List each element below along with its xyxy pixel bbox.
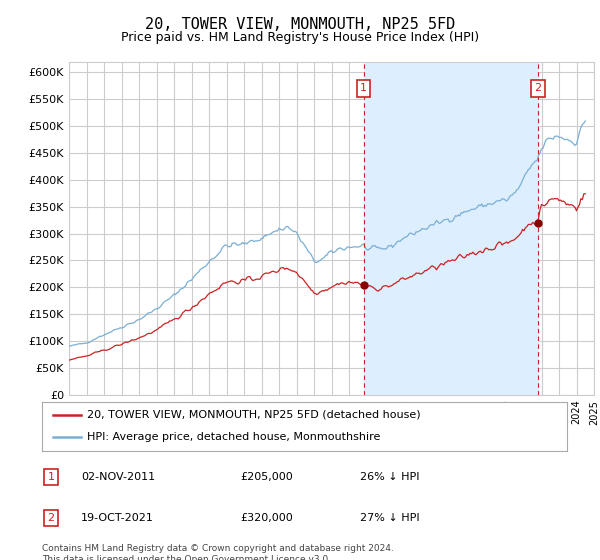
Text: 1: 1	[360, 83, 367, 94]
Text: Price paid vs. HM Land Registry's House Price Index (HPI): Price paid vs. HM Land Registry's House …	[121, 31, 479, 44]
Text: 1: 1	[47, 472, 55, 482]
Text: Contains HM Land Registry data © Crown copyright and database right 2024.
This d: Contains HM Land Registry data © Crown c…	[42, 544, 394, 560]
Bar	[364, 62, 538, 395]
Text: 20, TOWER VIEW, MONMOUTH, NP25 5FD: 20, TOWER VIEW, MONMOUTH, NP25 5FD	[145, 17, 455, 32]
Text: 26% ↓ HPI: 26% ↓ HPI	[360, 472, 419, 482]
Text: HPI: Average price, detached house, Monmouthshire: HPI: Average price, detached house, Monm…	[86, 432, 380, 442]
Text: 20, TOWER VIEW, MONMOUTH, NP25 5FD (detached house): 20, TOWER VIEW, MONMOUTH, NP25 5FD (deta…	[86, 410, 420, 420]
Text: 2: 2	[47, 513, 55, 523]
Text: £320,000: £320,000	[240, 513, 293, 523]
Text: 27% ↓ HPI: 27% ↓ HPI	[360, 513, 419, 523]
Text: 02-NOV-2011: 02-NOV-2011	[81, 472, 155, 482]
Text: 2: 2	[534, 83, 541, 94]
Text: 19-OCT-2021: 19-OCT-2021	[81, 513, 154, 523]
Text: £205,000: £205,000	[240, 472, 293, 482]
